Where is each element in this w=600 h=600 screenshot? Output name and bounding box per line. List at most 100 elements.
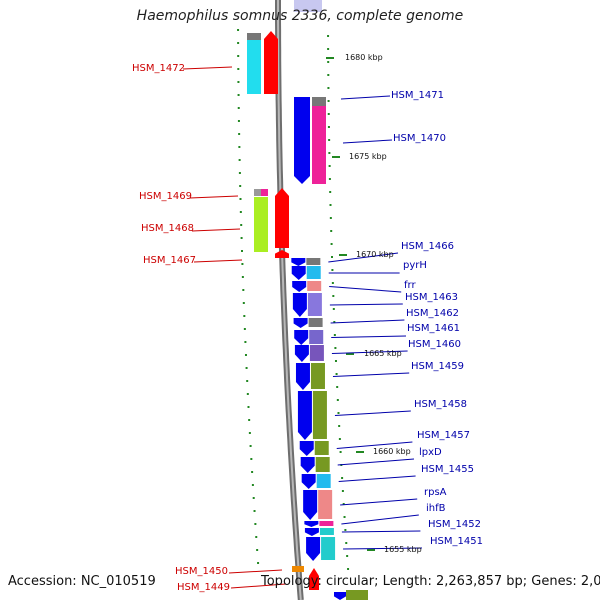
cog-box-frr: [307, 281, 322, 291]
leader-HSM_1463: [329, 303, 403, 306]
cog-box-HSM_1455: [316, 474, 331, 488]
cog-box-HSM_1472: [247, 40, 261, 94]
gene-label-HSM_1458[interactable]: HSM_1458: [414, 399, 467, 410]
leader-HSM_1458: [334, 410, 411, 416]
gene-arrow-bottom-partial: [334, 592, 346, 600]
cog-box-pyrH: [306, 266, 321, 279]
scale-label-1670: 1670 kbp: [356, 250, 394, 259]
genome-title: Haemophilus somnus 2336, complete genome: [136, 8, 464, 24]
gene-label-HSM_1470[interactable]: HSM_1470: [393, 133, 446, 144]
cog-box-HSM_1457: [314, 441, 329, 455]
cog-box-HSM_1462: [308, 318, 323, 327]
gene-label-frr[interactable]: frr: [404, 280, 416, 291]
leader-HSM_1460: [331, 350, 408, 354]
cog-box-lpxD: [315, 457, 330, 472]
leader-HSM_1462: [330, 319, 405, 324]
gene-arrow-HSM_1466: [291, 258, 306, 266]
gene-label-ihfB[interactable]: ihfB: [426, 503, 446, 514]
leader-HSM_1472: [182, 66, 233, 70]
gene-label-HSM_1457[interactable]: HSM_1457: [417, 430, 470, 441]
scale-label-1660: 1660 kbp: [373, 447, 411, 456]
leader-HSM_1466: [328, 252, 399, 263]
leader-HSM_1455: [338, 475, 416, 482]
gene-label-HSM_1467[interactable]: HSM_1467: [143, 255, 196, 266]
leader-HSM_1470: [342, 139, 393, 144]
gene-label-HSM_1468[interactable]: HSM_1468: [141, 223, 194, 234]
cog-box-HSM_1461: [309, 330, 324, 344]
gene-label-pyrH[interactable]: pyrH: [403, 260, 427, 271]
gene-label-HSM_1462[interactable]: HSM_1462: [406, 308, 459, 319]
cog-box-top-partial: [294, 0, 322, 12]
leader-frr: [329, 286, 402, 293]
gene-label-HSM_1463[interactable]: HSM_1463: [405, 292, 458, 303]
gene-label-HSM_1471[interactable]: HSM_1471: [391, 90, 444, 101]
gene-label-HSM_1455[interactable]: HSM_1455: [421, 464, 474, 475]
cog-box-HSM_1451: [321, 537, 336, 560]
cog-box-HSM_1469-a: [254, 189, 261, 196]
leader-ihfB: [341, 514, 419, 525]
genome-backbone-highlight: [277, 0, 302, 600]
cog-box-bottom-partial: [346, 590, 368, 600]
topology-text: Topology: circular; Length: 2,263,857 bp…: [261, 574, 600, 589]
cog-box-HSM_1459: [310, 363, 325, 389]
cog-box-HSM_1450: [292, 566, 304, 572]
cog-box-HSM_1472-top: [247, 33, 261, 40]
scale-label-1665: 1665 kbp: [364, 349, 402, 358]
gene-label-HSM_1452[interactable]: HSM_1452: [428, 519, 481, 530]
cog-box-rpsA: [318, 490, 333, 519]
leader-HSM_1459: [332, 372, 410, 377]
cog-box-HSM_1471: [312, 97, 326, 106]
scale-label-1680: 1680 kbp: [345, 53, 383, 62]
gene-label-HSM_1466[interactable]: HSM_1466: [401, 241, 454, 252]
cog-box-HSM_1468: [254, 197, 268, 252]
gene-label-HSM_1449[interactable]: HSM_1449: [177, 582, 230, 593]
scale-label-1675: 1675 kbp: [349, 152, 387, 161]
gene-label-HSM_1450[interactable]: HSM_1450: [175, 566, 228, 577]
gene-label-rpsA[interactable]: rpsA: [424, 487, 447, 498]
leader-HSM_1449: [230, 583, 287, 589]
leader-HSM_1461: [331, 335, 407, 338]
accession-text: Accession: NC_010519: [8, 574, 156, 589]
gene-arrow-HSM_1471: [294, 97, 310, 106]
gene-label-HSM_1469[interactable]: HSM_1469: [139, 191, 192, 202]
leader-HSM_1471: [340, 95, 391, 100]
gene-arrow-lpxD: [300, 457, 315, 473]
cog-box-HSM_1463: [307, 293, 322, 316]
gene-arrow-HSM_1462: [293, 318, 308, 328]
leader-HSM_1469: [189, 195, 239, 199]
gene-arrow-HSM_1459: [295, 363, 310, 390]
gene-arrow-HSM_1461: [294, 330, 309, 345]
leader-HSM_1457: [336, 441, 413, 449]
gene-arrow-rpsA: [303, 490, 318, 520]
gene-arrow-HSM_1472: [264, 31, 278, 94]
gene-arrow-HSM_1451: [306, 537, 321, 561]
leader-HSM_1467: [193, 259, 243, 263]
leader-HSM_1468: [191, 228, 241, 232]
leader-HSM_1452: [341, 530, 421, 533]
gene-arrow-HSM_1455: [301, 474, 316, 489]
cog-box-ihfB: [319, 521, 334, 526]
gene-label-HSM_1460[interactable]: HSM_1460: [408, 339, 461, 350]
gene-label-HSM_1472[interactable]: HSM_1472: [132, 63, 185, 74]
leader-lpxD: [337, 458, 415, 466]
leader-rpsA: [340, 498, 418, 506]
scale-label-1655: 1655 kbp: [384, 545, 422, 554]
cog-box-HSM_1458: [312, 391, 327, 439]
gene-arrow-HSM_1470: [294, 97, 310, 184]
gene-arrow-HSM_1467: [275, 250, 289, 258]
gene-arrow-frr: [292, 281, 307, 292]
leader-HSM_1450: [228, 569, 283, 574]
gene-label-HSM_1451[interactable]: HSM_1451: [430, 536, 483, 547]
leader-HSM_1451: [343, 547, 423, 550]
gene-arrow-HSM_1468: [275, 188, 289, 248]
gene-arrow-HSM_1458: [297, 391, 312, 440]
cog-box-HSM_1460: [309, 345, 324, 361]
gene-arrow-HSM_1450: [309, 568, 319, 590]
gene-label-HSM_1461[interactable]: HSM_1461: [407, 323, 460, 334]
gene-arrow-HSM_1460: [294, 345, 309, 362]
cog-box-HSM_1466: [306, 258, 321, 265]
gene-label-lpxD[interactable]: lpxD: [419, 447, 442, 458]
gene-label-HSM_1459[interactable]: HSM_1459: [411, 361, 464, 372]
